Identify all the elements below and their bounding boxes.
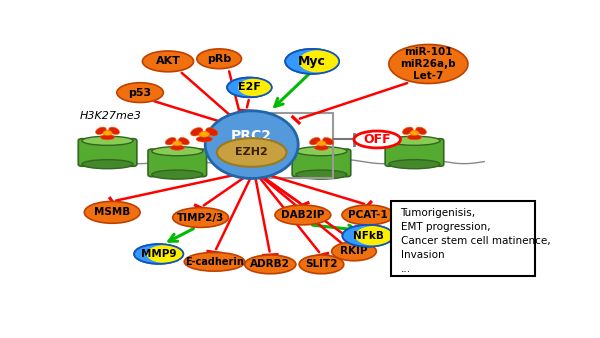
- Ellipse shape: [142, 51, 194, 72]
- Ellipse shape: [197, 49, 241, 69]
- FancyBboxPatch shape: [385, 139, 444, 166]
- Ellipse shape: [199, 131, 209, 137]
- Ellipse shape: [389, 160, 440, 169]
- Ellipse shape: [389, 45, 468, 83]
- Ellipse shape: [342, 205, 394, 225]
- Ellipse shape: [191, 128, 203, 136]
- Text: RKIP: RKIP: [340, 246, 368, 256]
- Ellipse shape: [170, 145, 184, 150]
- Ellipse shape: [355, 226, 394, 246]
- Ellipse shape: [179, 138, 190, 145]
- Text: E-cadherin: E-cadherin: [185, 257, 244, 267]
- Ellipse shape: [205, 111, 298, 178]
- Ellipse shape: [285, 49, 339, 74]
- Text: PCAT-1: PCAT-1: [348, 210, 388, 220]
- Ellipse shape: [238, 78, 272, 96]
- Bar: [268, 114, 333, 178]
- Ellipse shape: [389, 136, 440, 145]
- Ellipse shape: [407, 135, 422, 140]
- Ellipse shape: [317, 141, 326, 146]
- Ellipse shape: [95, 127, 106, 135]
- Ellipse shape: [82, 136, 133, 145]
- Ellipse shape: [323, 138, 334, 145]
- Ellipse shape: [146, 245, 184, 263]
- Ellipse shape: [227, 77, 272, 97]
- Ellipse shape: [117, 83, 163, 102]
- Text: Myc: Myc: [298, 55, 326, 68]
- Text: MMP9: MMP9: [141, 249, 176, 259]
- Text: OFF: OFF: [364, 133, 391, 146]
- Ellipse shape: [416, 127, 427, 135]
- Text: miR-101
miR26a,b
Let-7: miR-101 miR26a,b Let-7: [401, 47, 456, 80]
- Ellipse shape: [299, 50, 339, 73]
- FancyBboxPatch shape: [148, 149, 206, 177]
- Text: EZH2: EZH2: [235, 147, 268, 158]
- Text: H3K27me3: H3K27me3: [80, 111, 142, 121]
- Ellipse shape: [184, 252, 245, 271]
- Text: E2F: E2F: [238, 82, 261, 92]
- Ellipse shape: [82, 160, 133, 169]
- FancyBboxPatch shape: [292, 149, 351, 177]
- Ellipse shape: [275, 205, 331, 225]
- Ellipse shape: [173, 141, 182, 146]
- Text: MSMB: MSMB: [94, 207, 130, 217]
- Ellipse shape: [403, 127, 413, 135]
- Ellipse shape: [152, 170, 203, 179]
- Ellipse shape: [343, 225, 394, 247]
- Text: SLIT2: SLIT2: [305, 259, 338, 269]
- FancyBboxPatch shape: [391, 201, 535, 276]
- FancyBboxPatch shape: [78, 139, 137, 166]
- Ellipse shape: [332, 242, 376, 261]
- Ellipse shape: [354, 131, 401, 148]
- Ellipse shape: [152, 147, 203, 156]
- Ellipse shape: [103, 130, 112, 136]
- Ellipse shape: [196, 136, 212, 142]
- Ellipse shape: [296, 147, 347, 156]
- Ellipse shape: [134, 244, 184, 264]
- Ellipse shape: [206, 128, 218, 136]
- Ellipse shape: [410, 130, 419, 136]
- Ellipse shape: [173, 208, 229, 227]
- Ellipse shape: [310, 138, 320, 145]
- Ellipse shape: [165, 138, 176, 145]
- Text: TIMP2/3: TIMP2/3: [177, 213, 224, 222]
- Ellipse shape: [217, 138, 287, 167]
- Text: NFkB: NFkB: [353, 231, 383, 241]
- Text: AKT: AKT: [155, 56, 181, 66]
- Text: ADRB2: ADRB2: [250, 259, 290, 269]
- Text: Tumorigenisis,
EMT progression,
Cancer stem cell matinence,
Invasion
...: Tumorigenisis, EMT progression, Cancer s…: [401, 209, 550, 274]
- Ellipse shape: [296, 170, 347, 179]
- Text: pRb: pRb: [207, 54, 231, 64]
- Ellipse shape: [109, 127, 119, 135]
- Ellipse shape: [314, 145, 329, 150]
- Text: p53: p53: [128, 88, 152, 98]
- Ellipse shape: [85, 201, 140, 223]
- Ellipse shape: [100, 135, 115, 140]
- Ellipse shape: [245, 255, 296, 274]
- Text: DAB2IP: DAB2IP: [281, 210, 325, 220]
- Ellipse shape: [299, 255, 344, 274]
- Text: PRC2: PRC2: [231, 128, 272, 143]
